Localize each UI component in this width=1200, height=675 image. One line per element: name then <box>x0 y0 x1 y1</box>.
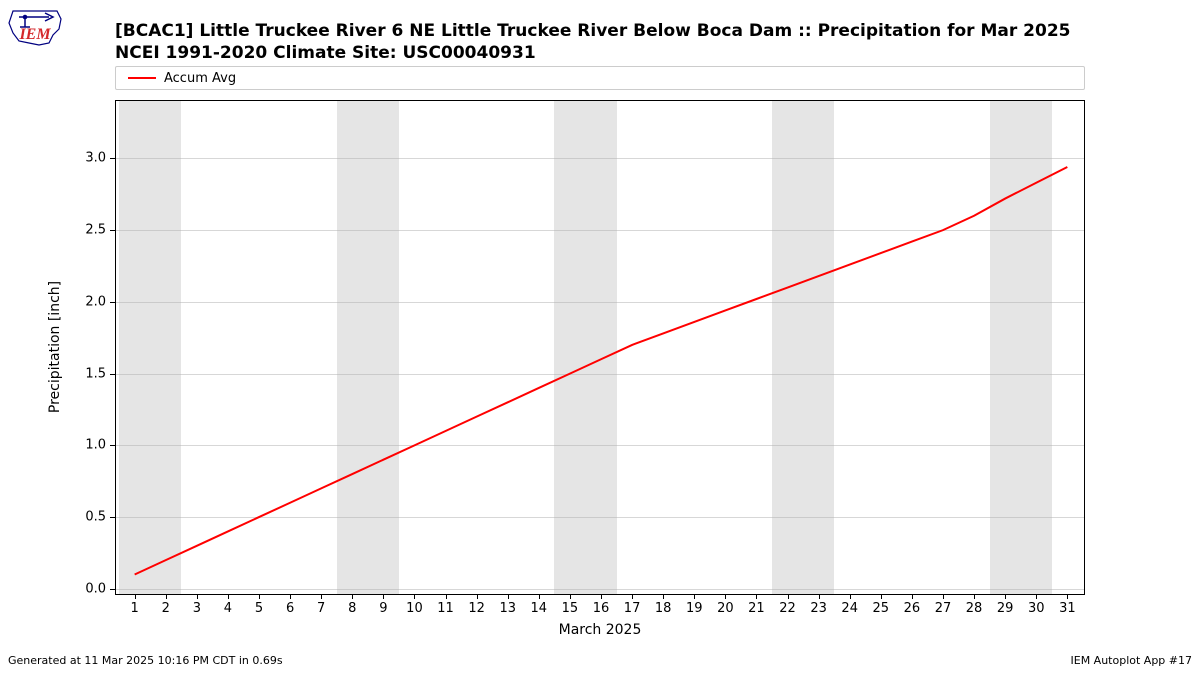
x-tick <box>321 594 322 599</box>
y-tick-label: 3.0 <box>85 151 106 166</box>
x-tick <box>197 594 198 599</box>
x-tick <box>912 594 913 599</box>
x-tick-label: 13 <box>499 601 516 616</box>
x-tick-label: 14 <box>531 601 548 616</box>
x-tick <box>539 594 540 599</box>
x-tick-label: 1 <box>131 601 139 616</box>
x-tick <box>663 594 664 599</box>
x-tick-label: 15 <box>562 601 579 616</box>
x-tick <box>756 594 757 599</box>
x-tick-label: 5 <box>255 601 263 616</box>
x-tick-label: 31 <box>1059 601 1076 616</box>
footer-app: IEM Autoplot App #17 <box>1071 654 1193 667</box>
x-tick <box>414 594 415 599</box>
y-tick-label: 1.5 <box>85 366 106 381</box>
x-tick <box>725 594 726 599</box>
x-tick <box>383 594 384 599</box>
x-tick-label: 17 <box>624 601 641 616</box>
x-tick-label: 16 <box>593 601 610 616</box>
x-tick-label: 25 <box>873 601 890 616</box>
x-tick <box>477 594 478 599</box>
x-tick-label: 4 <box>224 601 232 616</box>
x-tick <box>1067 594 1068 599</box>
x-tick-label: 19 <box>686 601 703 616</box>
footer-generated: Generated at 11 Mar 2025 10:16 PM CDT in… <box>8 654 283 667</box>
x-tick <box>694 594 695 599</box>
title-line-2: NCEI 1991-2020 Climate Site: USC00040931 <box>115 42 1071 64</box>
x-tick-label: 27 <box>935 601 952 616</box>
x-tick-label: 9 <box>379 601 387 616</box>
x-tick <box>819 594 820 599</box>
iem-logo: IEM <box>5 5 65 50</box>
x-tick <box>1005 594 1006 599</box>
x-tick-label: 28 <box>966 601 983 616</box>
chart-title: [BCAC1] Little Truckee River 6 NE Little… <box>115 20 1071 64</box>
x-tick <box>259 594 260 599</box>
x-tick-label: 18 <box>655 601 672 616</box>
y-tick-label: 2.5 <box>85 223 106 238</box>
legend-swatch <box>128 77 156 79</box>
x-tick-label: 2 <box>162 601 170 616</box>
x-tick-label: 3 <box>193 601 201 616</box>
x-tick-label: 20 <box>717 601 734 616</box>
x-tick-label: 11 <box>437 601 454 616</box>
x-tick <box>632 594 633 599</box>
x-tick <box>850 594 851 599</box>
x-tick-label: 30 <box>1028 601 1045 616</box>
legend: Accum Avg <box>115 66 1085 90</box>
x-tick <box>943 594 944 599</box>
title-line-1: [BCAC1] Little Truckee River 6 NE Little… <box>115 20 1071 42</box>
x-tick-label: 7 <box>317 601 325 616</box>
x-tick <box>601 594 602 599</box>
x-tick <box>446 594 447 599</box>
x-tick-label: 29 <box>997 601 1014 616</box>
x-tick <box>228 594 229 599</box>
line-series <box>116 101 1084 594</box>
x-tick-label: 12 <box>468 601 485 616</box>
x-tick <box>135 594 136 599</box>
y-tick-label: 2.0 <box>85 294 106 309</box>
x-tick-label: 26 <box>904 601 921 616</box>
y-tick-label: 0.5 <box>85 510 106 525</box>
x-tick-label: 23 <box>810 601 827 616</box>
x-tick <box>508 594 509 599</box>
x-tick <box>1036 594 1037 599</box>
x-tick-label: 24 <box>841 601 858 616</box>
x-tick-label: 10 <box>406 601 423 616</box>
x-tick <box>570 594 571 599</box>
x-tick <box>166 594 167 599</box>
x-tick <box>881 594 882 599</box>
y-tick-label: 1.0 <box>85 438 106 453</box>
x-axis-title: March 2025 <box>559 622 642 638</box>
legend-label: Accum Avg <box>164 71 236 86</box>
x-tick-label: 6 <box>286 601 294 616</box>
x-tick <box>788 594 789 599</box>
svg-text:IEM: IEM <box>18 26 51 43</box>
plot-area: 0.00.51.01.52.02.53.01234567891011121314… <box>115 100 1085 595</box>
x-tick-label: 8 <box>348 601 356 616</box>
x-tick <box>290 594 291 599</box>
x-tick-label: 22 <box>779 601 796 616</box>
y-tick-label: 0.0 <box>85 581 106 596</box>
x-tick <box>352 594 353 599</box>
y-axis-title: Precipitation [inch] <box>47 281 63 413</box>
x-tick-label: 21 <box>748 601 765 616</box>
x-tick <box>974 594 975 599</box>
